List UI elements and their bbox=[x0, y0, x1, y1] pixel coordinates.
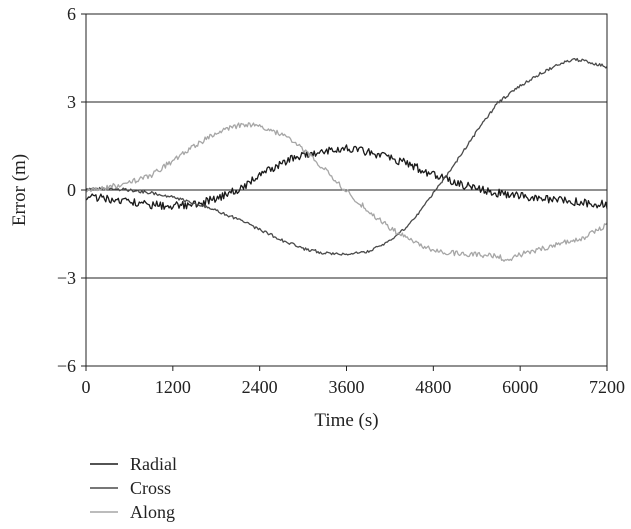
axis-ticks: −6 −3 0 3 6 0 1200 2400 3600 4800 6000 7200 bbox=[57, 4, 625, 397]
x-tick-label: 4800 bbox=[415, 377, 451, 397]
legend: Radial Cross Along bbox=[90, 454, 177, 522]
y-axis-title: Error (m) bbox=[9, 154, 30, 226]
series-line-radial bbox=[85, 144, 608, 210]
x-tick-label: 1200 bbox=[155, 377, 191, 397]
series-line-along bbox=[85, 122, 608, 262]
grid-lines bbox=[86, 101, 607, 279]
series-line-cross bbox=[85, 57, 608, 256]
y-tick-label: −6 bbox=[57, 356, 76, 376]
x-tick-label: 3600 bbox=[329, 377, 365, 397]
y-tick-label: 0 bbox=[67, 180, 76, 200]
series-lines bbox=[85, 57, 608, 262]
x-tick-label: 2400 bbox=[242, 377, 278, 397]
x-axis-title: Time (s) bbox=[314, 410, 378, 431]
y-tick-label: −3 bbox=[57, 268, 76, 288]
x-tick-label: 0 bbox=[82, 377, 91, 397]
legend-label-cross: Cross bbox=[130, 478, 171, 498]
y-tick-label: 6 bbox=[67, 4, 76, 24]
legend-label-along: Along bbox=[130, 502, 175, 522]
legend-label-radial: Radial bbox=[130, 454, 177, 474]
x-tick-label: 6000 bbox=[502, 377, 538, 397]
x-tick-label: 7200 bbox=[589, 377, 625, 397]
y-tick-label: 3 bbox=[67, 92, 76, 112]
